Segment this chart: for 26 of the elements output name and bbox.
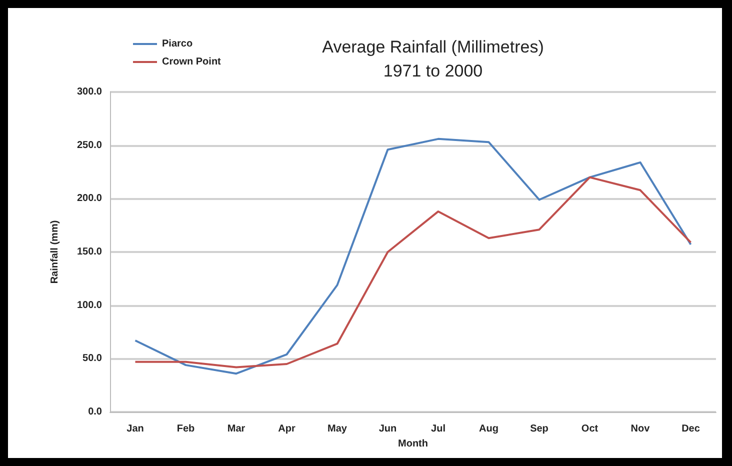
y-axis-title: Rainfall (mm) <box>50 220 60 284</box>
x-tick-label: Aug <box>479 424 498 434</box>
x-tick-label: Oct <box>581 424 599 434</box>
x-tick-label: Feb <box>176 424 195 434</box>
x-tick-label: May <box>328 424 348 434</box>
y-tick-label: 0.0 <box>88 406 102 418</box>
y-tick-label: 250.0 <box>76 140 102 151</box>
y-tick-label: 150.0 <box>76 246 102 258</box>
x-axis-title: Month <box>398 438 428 450</box>
legend-label: Crown Point <box>162 56 222 68</box>
y-tick-label: 300.0 <box>76 86 102 98</box>
x-tick-label: Jun <box>378 424 397 434</box>
x-tick-label: Apr <box>278 424 296 434</box>
line-series <box>134 138 692 375</box>
y-tick-label: 200.0 <box>76 193 102 204</box>
legend-label: Piarco <box>162 38 193 50</box>
x-tick-label: Dec <box>682 424 700 434</box>
x-tick-label: Jan <box>126 424 144 434</box>
x-tick-label: Mar <box>227 424 246 434</box>
y-tick-label: 50.0 <box>82 353 102 364</box>
y-tick-label: 100.0 <box>76 300 102 311</box>
x-tick-label: Sep <box>530 424 548 434</box>
x-tick-label: Jul <box>431 424 446 434</box>
line-series <box>134 176 692 368</box>
chart-title: Average Rainfall (Millimetres) 1971 to 2000 <box>322 38 544 80</box>
x-tick-label: Nov <box>630 424 650 434</box>
